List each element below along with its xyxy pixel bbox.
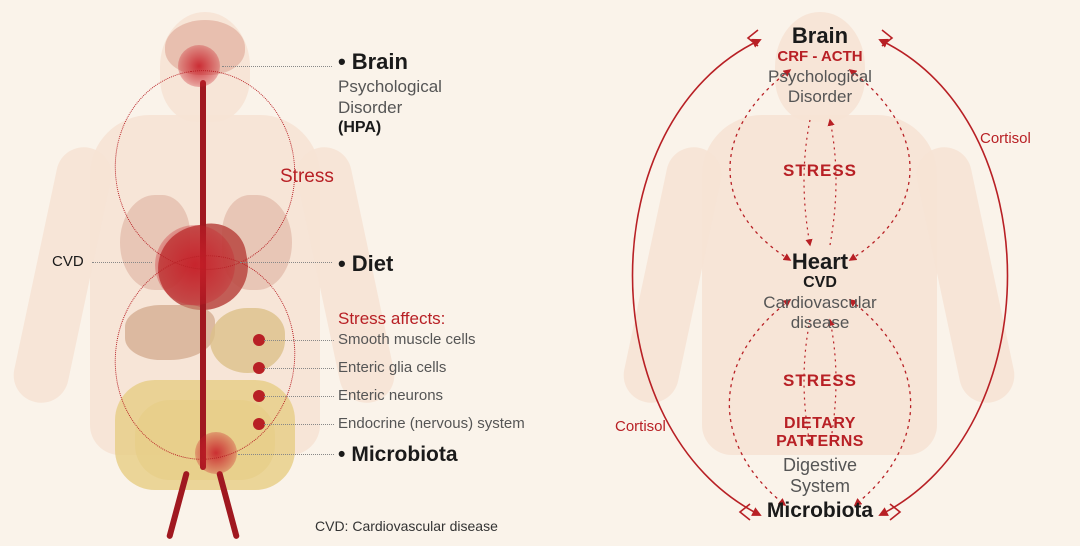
brain-sub1: Psychological: [338, 76, 442, 97]
r-brain-sub1: Psychological: [560, 66, 1080, 87]
r-cortisol-right: Cortisol: [980, 130, 1031, 149]
left-panel: Brain Psychological Disorder (HPA) Stres…: [0, 0, 560, 546]
affects-1: Enteric glia cells: [338, 359, 446, 378]
affects-2: Enteric neurons: [338, 387, 443, 406]
r-heart-sub2: disease: [560, 312, 1080, 333]
conn-a4: [264, 424, 334, 425]
r-microbiota-title: Microbiota: [560, 498, 1080, 524]
diet-title: Diet: [338, 250, 393, 278]
r-digestive1: Digestive: [560, 454, 1080, 477]
footnote: CVD: Cardiovascular disease: [315, 518, 498, 534]
brain-sub3: (HPA): [338, 118, 442, 138]
cvd-label: CVD: [52, 253, 84, 272]
stress-label: Stress: [280, 165, 334, 189]
r-brain-sub2: Disorder: [560, 86, 1080, 107]
r-heart-cvd: CVD: [560, 273, 1080, 293]
conn-cvd: [92, 262, 152, 263]
microbiota-title: Microbiota: [338, 442, 458, 468]
r-heart-title: Heart: [560, 248, 1080, 276]
r-stress-upper: STRESS: [560, 160, 1080, 181]
brain-title: Brain: [338, 48, 442, 76]
r-heart-sub1: Cardiovascular: [560, 292, 1080, 313]
affects-3: Endocrine (nervous) system: [338, 415, 525, 434]
affects-0: Smooth muscle cells: [338, 331, 476, 350]
r-cortisol-left: Cortisol: [615, 418, 666, 437]
conn-a1: [264, 340, 334, 341]
r-digestive2: System: [560, 475, 1080, 498]
r-stress-lower: STRESS: [560, 370, 1080, 391]
affects-title: Stress affects:: [338, 308, 445, 329]
conn-a2: [264, 368, 334, 369]
conn-brain: [222, 66, 332, 67]
right-panel: Brain CRF - ACTH Psychological Disorder …: [560, 0, 1080, 546]
brain-label-block: Brain Psychological Disorder (HPA): [338, 48, 442, 138]
conn-diet: [240, 262, 332, 263]
brain-sub2: Disorder: [338, 97, 442, 118]
conn-a3: [264, 396, 334, 397]
r-brain-title: Brain: [560, 22, 1080, 50]
conn-microbiota: [238, 454, 334, 455]
r-crf-acth: CRF - ACTH: [560, 48, 1080, 67]
